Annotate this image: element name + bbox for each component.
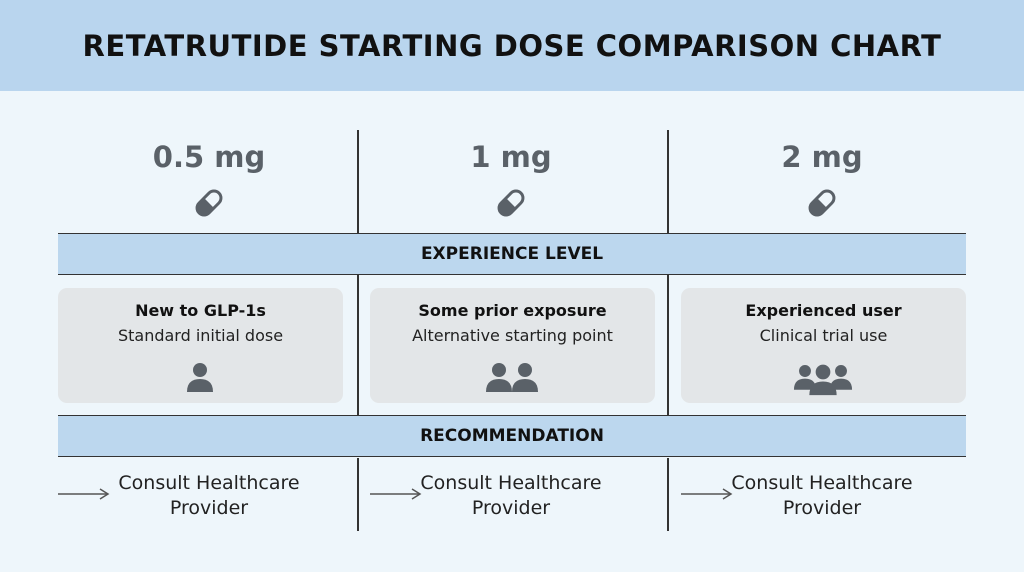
section-label: RECOMMENDATION (420, 426, 604, 446)
pill (192, 186, 226, 224)
arrow (370, 486, 422, 506)
people-icon (793, 360, 853, 400)
header: RETATRUTIDE STARTING DOSE COMPARISON CHA… (0, 0, 1024, 91)
divider (667, 130, 669, 233)
arrow (58, 486, 110, 506)
arrow-icon (370, 488, 422, 500)
recommendation: Consult Healthcare Provider (731, 472, 913, 519)
title: RETATRUTIDE STARTING DOSE COMPARISON CHA… (82, 28, 942, 63)
experience-title: New to GLP-1s (135, 301, 266, 320)
pill-icon (497, 189, 525, 217)
people-icon (482, 360, 542, 400)
dose-label: 2 mg (781, 140, 863, 174)
divider (357, 458, 359, 531)
experience-desc: Standard initial dose (117, 326, 284, 345)
section-bar: RECOMMENDATION (58, 415, 966, 457)
experience-card (370, 288, 655, 403)
recommendation: Consult Healthcare Provider (118, 472, 300, 519)
arrow-icon (681, 488, 733, 500)
people-icon (170, 360, 230, 400)
experience-desc: Clinical trial use (759, 326, 888, 345)
experience-title: Experienced user (745, 301, 902, 320)
experience-desc: Alternative starting point (412, 326, 613, 345)
dose-label: 0.5 mg (152, 140, 266, 174)
section-label: EXPERIENCE LEVEL (420, 244, 604, 264)
pill (494, 186, 528, 224)
divider (357, 275, 359, 415)
divider (667, 458, 669, 531)
pill-icon (195, 189, 223, 217)
dose-label: 1 mg (470, 140, 552, 174)
divider (357, 130, 359, 233)
divider (667, 275, 669, 415)
person-icon (793, 364, 853, 396)
recommendation: Consult Healthcare Provider (420, 472, 602, 519)
arrow-icon (58, 488, 110, 500)
person-icon (187, 363, 213, 392)
person-icon (486, 363, 538, 392)
experience-title: Some prior exposure (418, 301, 607, 320)
pill-icon (808, 189, 836, 217)
section-bar: EXPERIENCE LEVEL (58, 233, 966, 275)
arrow (681, 486, 733, 506)
pill (805, 186, 839, 224)
